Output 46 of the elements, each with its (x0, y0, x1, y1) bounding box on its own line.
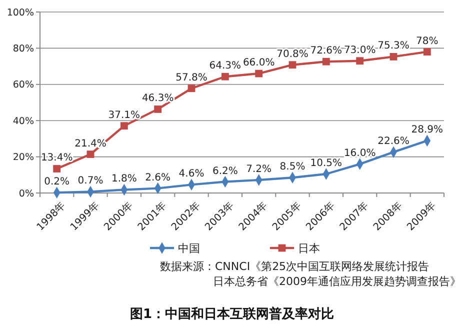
data-label: 13.4% (40, 152, 73, 164)
point (120, 122, 128, 130)
y-tick-label: 40% (12, 116, 34, 127)
data-label: 57.8% (176, 72, 208, 84)
point (423, 48, 431, 56)
point (86, 150, 94, 158)
data-label: 78% (416, 36, 438, 47)
data-label: 22.6% (378, 136, 410, 148)
legend-label: 中国 (178, 242, 200, 255)
text: 日本总务省《2009年通信应用发展趋势调查报告》 (213, 274, 461, 288)
data-label: 66.0% (242, 58, 275, 69)
data-label: 28.9% (411, 124, 444, 136)
y-tick-label: 100% (6, 7, 34, 18)
data-label: 10.5% (310, 158, 342, 169)
data-label: 7.2% (246, 164, 272, 175)
point (188, 84, 196, 92)
data-label: 70.8% (276, 48, 308, 60)
data-label: 0.2% (44, 176, 70, 188)
data-label: 64.3% (209, 60, 242, 72)
data-label: 46.3% (142, 93, 174, 104)
text: 图1：中国和日本互联网普及率对比 (130, 306, 334, 322)
data-label: 6.2% (212, 166, 238, 177)
data-label: 4.6% (178, 168, 204, 180)
point (154, 105, 162, 113)
point (288, 61, 296, 69)
point (221, 72, 229, 80)
data-label: 73.0% (344, 44, 376, 56)
data-label: 75.3% (378, 40, 410, 52)
data-label: 72.6% (310, 46, 342, 57)
data-label: 2.6% (145, 172, 171, 184)
y-tick-label: 80% (12, 44, 34, 55)
point (356, 57, 364, 65)
data-label: 37.1% (108, 110, 140, 121)
point (322, 58, 330, 66)
y-tick-label: 60% (12, 80, 34, 91)
data-label: 8.5% (280, 162, 306, 173)
y-tick-label: 0% (18, 188, 34, 200)
source-note: 数据来源：CNNCI《第25次中国互联网络发展统计报告 (160, 260, 430, 273)
data-label: 0.7% (78, 176, 104, 187)
legend-label: 日本 (298, 242, 320, 255)
y-tick-label: 20% (12, 152, 34, 164)
point (255, 70, 263, 78)
data-label: 1.8% (111, 174, 137, 185)
data-label: 16.0% (344, 148, 376, 160)
point (53, 165, 61, 172)
point (390, 53, 398, 60)
